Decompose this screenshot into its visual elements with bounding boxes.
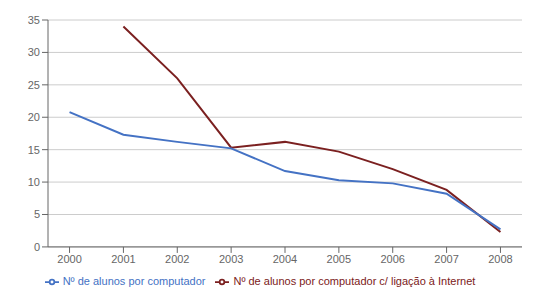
svg-text:30: 30 bbox=[28, 46, 40, 58]
svg-text:2004: 2004 bbox=[273, 253, 297, 265]
svg-text:2008: 2008 bbox=[488, 253, 512, 265]
svg-text:2006: 2006 bbox=[380, 253, 404, 265]
html-text:Nº de alunos por computador c/: Nº de alunos por computador c/ ligação à… bbox=[233, 274, 476, 287]
svg-text:2007: 2007 bbox=[434, 253, 458, 265]
svg-text:0: 0 bbox=[34, 241, 40, 253]
html-text:Nº de alunos por computador: Nº de alunos por computador bbox=[62, 274, 206, 287]
svg-text:35: 35 bbox=[28, 14, 40, 26]
svg-text:2002: 2002 bbox=[165, 253, 189, 265]
svg-text:25: 25 bbox=[28, 79, 40, 91]
svg-text:20: 20 bbox=[28, 111, 40, 123]
svg-text:2005: 2005 bbox=[327, 253, 351, 265]
svg-text:5: 5 bbox=[34, 208, 40, 220]
svg-text:10: 10 bbox=[28, 176, 40, 188]
svg-text:2001: 2001 bbox=[111, 253, 135, 265]
svg-text:2003: 2003 bbox=[219, 253, 243, 265]
svg-text:2000: 2000 bbox=[57, 253, 81, 265]
svg-text:15: 15 bbox=[28, 144, 40, 156]
